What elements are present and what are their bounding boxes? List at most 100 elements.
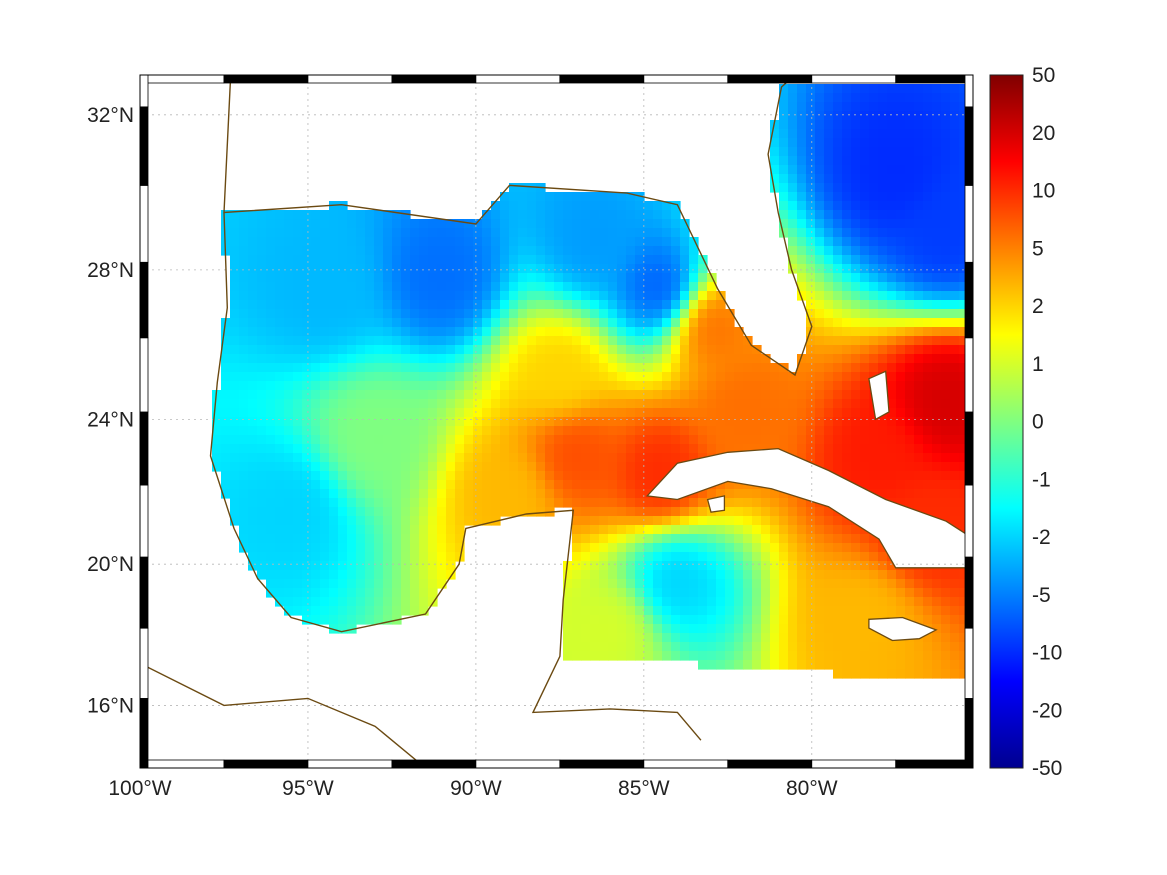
field-cell xyxy=(689,255,699,265)
field-cell xyxy=(311,381,321,391)
field-cell xyxy=(707,651,717,661)
field-cell xyxy=(284,237,294,247)
field-cell xyxy=(941,264,951,274)
field-cell xyxy=(887,129,897,139)
field-cell xyxy=(959,444,969,454)
field-cell xyxy=(653,579,663,589)
field-cell xyxy=(707,399,717,409)
field-cell xyxy=(896,111,906,121)
field-cell xyxy=(563,417,573,427)
field-cell xyxy=(896,300,906,310)
field-cell xyxy=(788,552,798,562)
field-cell xyxy=(302,327,312,337)
field-cell xyxy=(779,129,789,139)
field-cell xyxy=(878,660,888,670)
field-cell xyxy=(347,228,357,238)
field-cell xyxy=(527,507,537,517)
field-cell xyxy=(374,543,384,553)
field-cell xyxy=(320,273,330,283)
field-cell xyxy=(617,426,627,436)
field-cell xyxy=(851,183,861,193)
field-cell xyxy=(887,93,897,103)
field-cell xyxy=(743,588,753,598)
field-cell xyxy=(374,246,384,256)
field-cell xyxy=(320,336,330,346)
field-cell xyxy=(887,651,897,661)
field-cell xyxy=(230,453,240,463)
field-cell xyxy=(590,219,600,229)
field-cell xyxy=(572,516,582,526)
field-cell xyxy=(437,543,447,553)
field-cell xyxy=(608,606,618,616)
field-cell xyxy=(770,183,780,193)
field-cell xyxy=(842,651,852,661)
field-cell xyxy=(833,327,843,337)
field-cell xyxy=(311,444,321,454)
field-cell xyxy=(797,228,807,238)
field-cell xyxy=(923,435,933,445)
field-cell xyxy=(302,318,312,328)
field-cell xyxy=(851,264,861,274)
field-cell xyxy=(509,183,519,193)
field-cell xyxy=(212,453,222,463)
field-cell xyxy=(563,318,573,328)
field-cell xyxy=(887,408,897,418)
field-cell xyxy=(257,273,267,283)
field-cell xyxy=(455,525,465,535)
field-cell xyxy=(419,561,429,571)
field-cell xyxy=(932,156,942,166)
field-cell xyxy=(815,165,825,175)
field-cell xyxy=(302,435,312,445)
field-cell xyxy=(572,390,582,400)
field-cell xyxy=(905,651,915,661)
field-cell xyxy=(590,345,600,355)
field-cell xyxy=(383,525,393,535)
field-cell xyxy=(824,534,834,544)
field-cell xyxy=(959,660,969,670)
field-cell xyxy=(671,201,681,211)
field-cell xyxy=(482,354,492,364)
field-cell xyxy=(887,588,897,598)
field-cell xyxy=(815,192,825,202)
field-cell xyxy=(635,210,645,220)
field-cell xyxy=(374,435,384,445)
field-cell xyxy=(491,417,501,427)
field-cell xyxy=(878,606,888,616)
field-cell xyxy=(635,219,645,229)
field-cell xyxy=(842,543,852,553)
field-cell xyxy=(275,489,285,499)
field-cell xyxy=(734,561,744,571)
field-cell xyxy=(446,507,456,517)
field-cell xyxy=(842,363,852,373)
field-cell xyxy=(608,192,618,202)
field-cell xyxy=(896,156,906,166)
field-cell xyxy=(401,255,411,265)
field-cell xyxy=(491,426,501,436)
field-cell xyxy=(761,543,771,553)
field-cell xyxy=(437,246,447,256)
field-cell xyxy=(698,651,708,661)
field-cell xyxy=(869,660,879,670)
field-cell xyxy=(662,462,672,472)
field-cell xyxy=(896,309,906,319)
field-cell xyxy=(491,363,501,373)
field-cell xyxy=(338,228,348,238)
field-cell xyxy=(761,552,771,562)
field-cell xyxy=(464,336,474,346)
field-cell xyxy=(320,417,330,427)
field-cell xyxy=(860,381,870,391)
field-cell xyxy=(797,138,807,148)
field-cell xyxy=(743,570,753,580)
field-cell xyxy=(536,327,546,337)
field-cell xyxy=(401,498,411,508)
field-cell xyxy=(608,543,618,553)
field-cell xyxy=(617,651,627,661)
field-cell xyxy=(950,669,960,679)
field-cell xyxy=(392,498,402,508)
field-cell xyxy=(797,651,807,661)
field-cell xyxy=(293,237,303,247)
field-cell xyxy=(770,570,780,580)
field-cell xyxy=(788,246,798,256)
field-cell xyxy=(788,444,798,454)
field-cell xyxy=(608,210,618,220)
